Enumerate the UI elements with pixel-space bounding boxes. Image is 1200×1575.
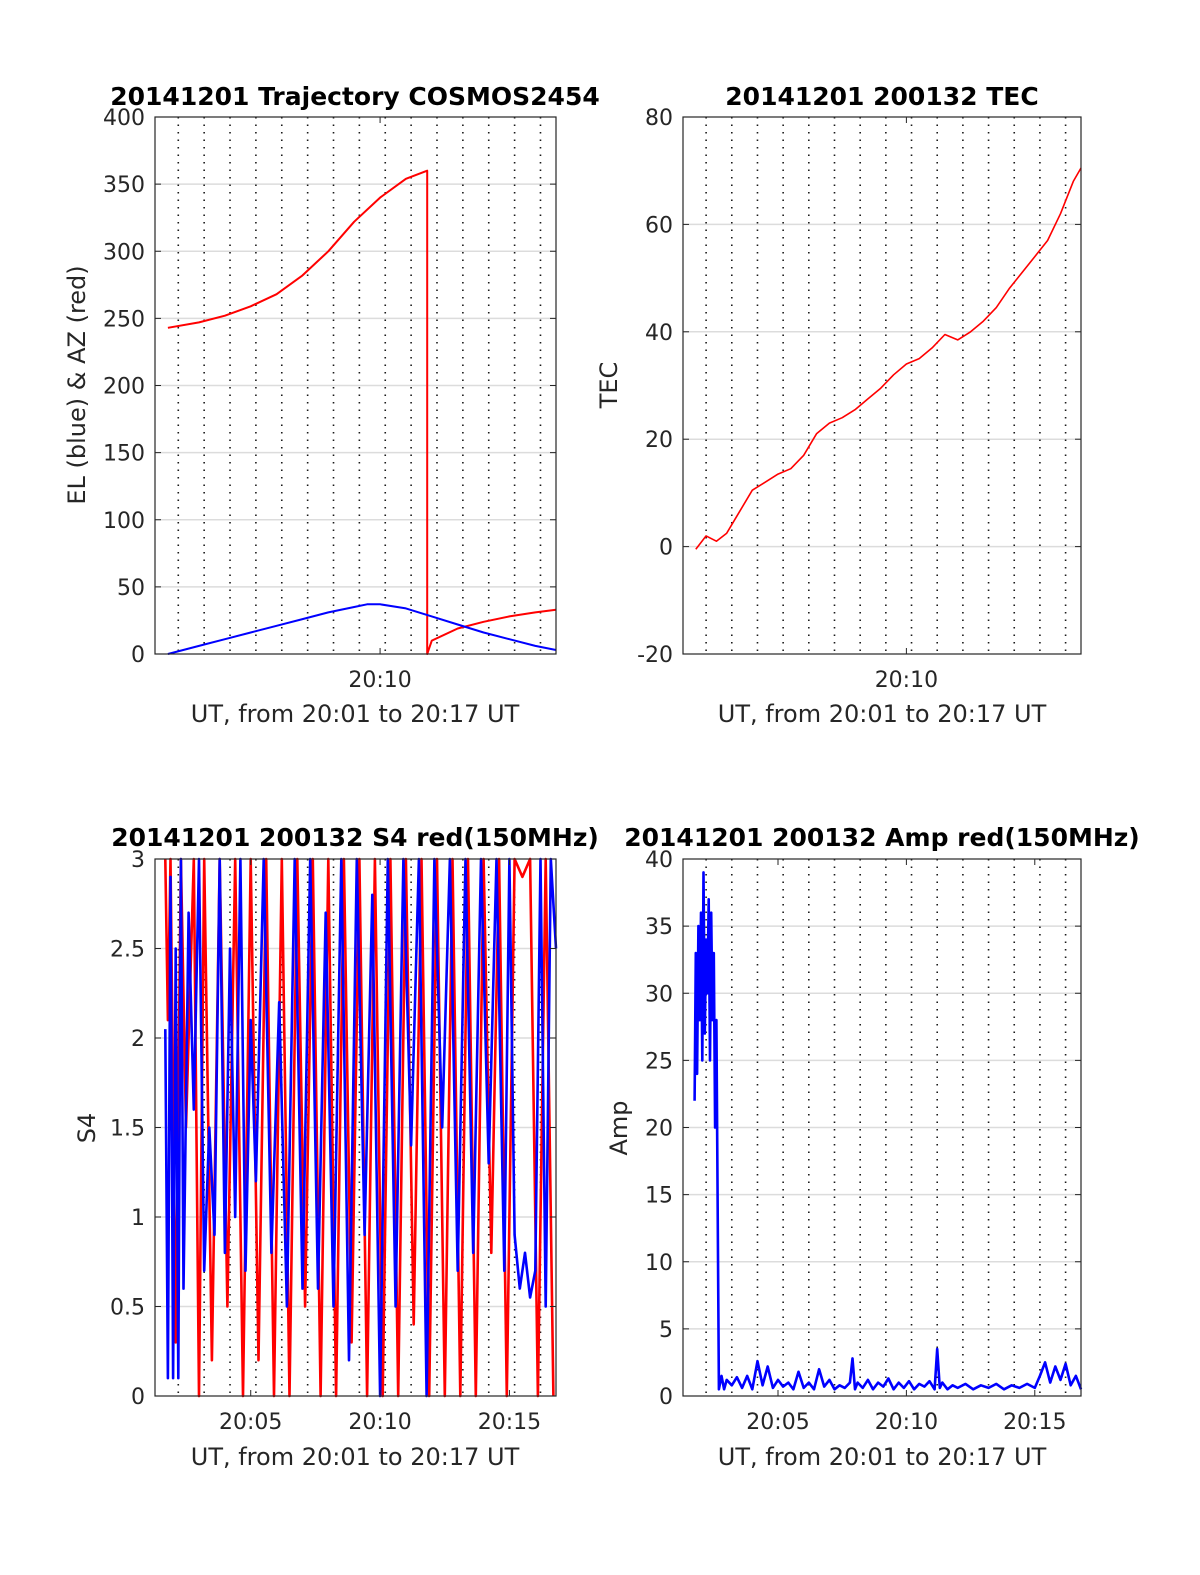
amp-y-tick-label: 5: [659, 1318, 673, 1343]
trajectory-y-tick-label: 50: [117, 576, 145, 601]
tec-x-axis-label: UT, from 20:01 to 20:17 UT: [718, 700, 1047, 728]
amp-series-1-line: [693, 871, 1083, 1391]
tec-title: 20141201 200132 TEC: [725, 82, 1038, 111]
amp-y-tick-label: 0: [659, 1385, 673, 1410]
s4-x-tick-label: 20:05: [219, 1410, 282, 1435]
tec-panel: -20 0 20 40 60 80 20:10 20141201 200132 TEC UT…: [595, 82, 1082, 728]
s4-x-tick-label: 20:10: [348, 1410, 411, 1435]
tec-series-1-line: [695, 167, 1082, 550]
tec-y-tick-label: -20: [637, 643, 673, 668]
amp-y-tick-label: 15: [645, 1184, 673, 1209]
trajectory-y-tick-label: 150: [103, 442, 145, 467]
s4-y-tick-label: 3: [131, 848, 145, 873]
amp-y-tick-label: 30: [645, 982, 673, 1007]
tec-y-tick-label: 60: [645, 213, 673, 238]
trajectory-y-tick-label: 300: [103, 240, 145, 265]
amp-y-tick-label: 40: [645, 848, 673, 873]
trajectory-y-tick-label: 400: [103, 106, 145, 131]
s4-y-axis-label: S4: [73, 1113, 101, 1144]
trajectory-series-2-line: [167, 603, 557, 655]
trajectory-y-tick-label: 0: [131, 643, 145, 668]
tec-y-tick-label: 40: [645, 321, 673, 346]
tec-x-tick-label: 20:10: [875, 668, 938, 693]
s4-y-tick-label: 2: [131, 1027, 145, 1052]
s4-y-tick-label: 0.5: [110, 1296, 145, 1321]
tec-y-tick-label: 0: [659, 536, 673, 561]
amp-title: 20141201 200132 Amp red(150MHz): [624, 823, 1140, 852]
amp-y-tick-label: 25: [645, 1049, 673, 1074]
amp-x-tick-label: 20:10: [875, 1410, 938, 1435]
s4-y-tick-label: 1.5: [110, 1117, 145, 1142]
tec-y-tick-label: 20: [645, 428, 673, 453]
amp-y-tick-label: 10: [645, 1251, 673, 1276]
tec-y-tick-label: 80: [645, 106, 673, 131]
trajectory-y-axis-label: EL (blue) & AZ (red): [63, 265, 91, 504]
trajectory-x-axis-label: UT, from 20:01 to 20:17 UT: [191, 700, 520, 728]
s4-title: 20141201 200132 S4 red(150MHz): [111, 823, 599, 852]
amp-y-tick-label: 35: [645, 915, 673, 940]
s4-x-tick-label: 20:15: [478, 1410, 541, 1435]
trajectory-y-tick-label: 250: [103, 307, 145, 332]
tec-plot-frame: [682, 116, 1082, 655]
s4-series-1-line: [164, 857, 555, 1398]
s4-y-tick-label: 0: [131, 1385, 145, 1410]
amp-x-axis-label: UT, from 20:01 to 20:17 UT: [718, 1443, 1047, 1471]
amp-y-axis-label: Amp: [605, 1100, 633, 1155]
s4-series-2-line: [164, 857, 558, 1398]
trajectory-series-1-line: [167, 169, 557, 655]
trajectory-y-tick-label: 200: [103, 375, 145, 400]
trajectory-title: 20141201 Trajectory COSMOS2454: [110, 82, 600, 111]
trajectory-y-tick-label: 100: [103, 509, 145, 534]
trajectory-panel: 0 50 100 150 200 250 300 350 400 20:10 20141201 T…: [63, 82, 600, 728]
s4-panel: 0 0.5 1 1.5 2 2.5 3 20:05 20:10 20:15 20141201 20…: [73, 823, 599, 1471]
s4-y-tick-label: 2.5: [110, 938, 145, 963]
s4-y-tick-label: 1: [131, 1206, 145, 1231]
amp-y-tick-label: 20: [645, 1117, 673, 1142]
amp-panel: 0 5 10 15 20 25 30 35 40 20:05 20:10 20:15 20141201…: [605, 823, 1140, 1471]
amp-x-tick-label: 20:15: [1003, 1410, 1066, 1435]
amp-x-tick-label: 20:05: [746, 1410, 809, 1435]
s4-x-axis-label: UT, from 20:01 to 20:17 UT: [191, 1443, 520, 1471]
trajectory-y-tick-label: 350: [103, 173, 145, 198]
trajectory-x-tick-label: 20:10: [348, 668, 411, 693]
tec-y-axis-label: TEC: [595, 362, 623, 410]
